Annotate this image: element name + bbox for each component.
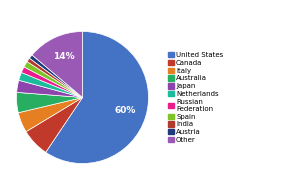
Wedge shape [19, 73, 82, 98]
Wedge shape [26, 98, 82, 152]
Wedge shape [17, 80, 82, 98]
Wedge shape [32, 32, 83, 98]
Wedge shape [21, 67, 82, 98]
Wedge shape [18, 98, 82, 132]
Wedge shape [16, 92, 83, 113]
Text: 14%: 14% [53, 52, 74, 61]
Text: 60%: 60% [115, 106, 136, 115]
Wedge shape [24, 62, 82, 98]
Legend: United States, Canada, Italy, Australia, Japan, Netherlands, Russian
Federation,: United States, Canada, Italy, Australia,… [169, 52, 224, 143]
Wedge shape [46, 32, 148, 163]
Wedge shape [27, 58, 82, 98]
Wedge shape [29, 55, 83, 98]
